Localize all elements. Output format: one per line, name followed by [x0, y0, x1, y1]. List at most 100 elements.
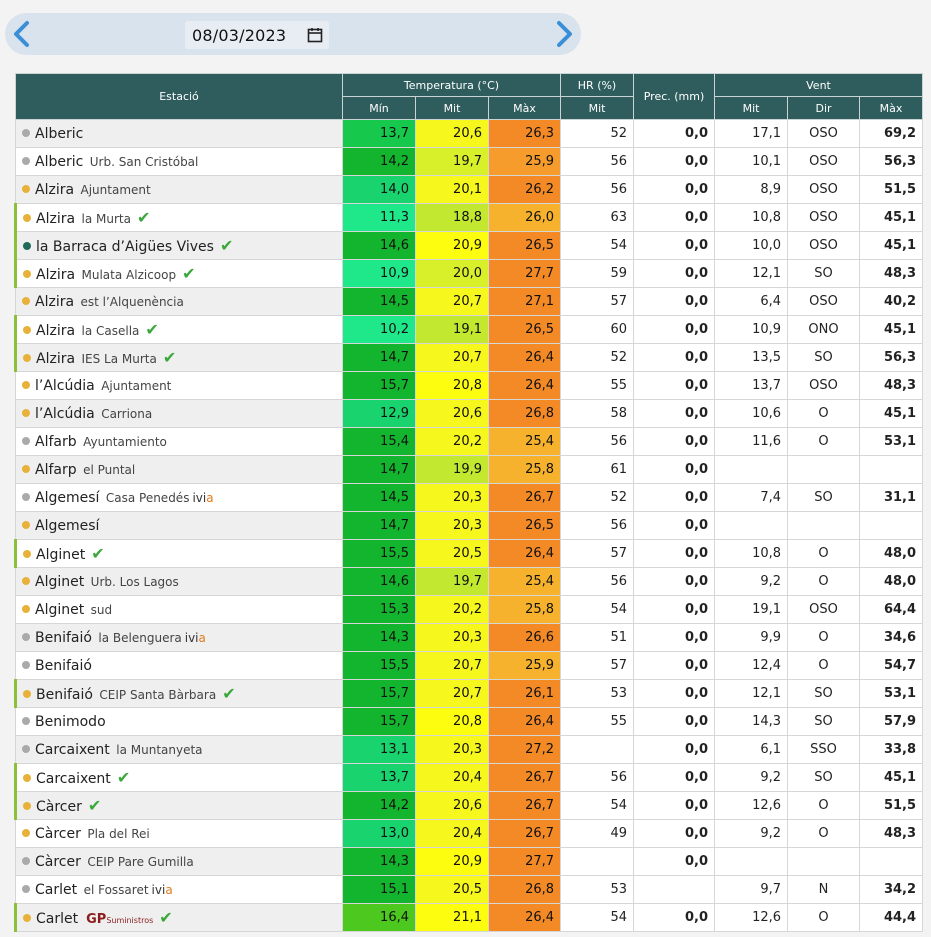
table-row[interactable]: Càrcer ✔ 14,2 20,6 26,7 54 0,0 12,6 O 51,5: [14, 791, 924, 820]
temp-mit-cell: 20,7: [415, 287, 489, 316]
table-row[interactable]: Alzira est l’Alquenència 14,5 20,7 27,1 57 0,…: [15, 287, 924, 316]
col-header-temp-mit[interactable]: Mit: [415, 96, 489, 120]
table-row[interactable]: l’Alcúdia Carriona 12,9 20,6 26,8 58 0,0 10,6 O…: [15, 399, 924, 428]
prec-cell: 0,0: [633, 399, 716, 428]
col-header-vent-mit[interactable]: Mit: [714, 96, 789, 120]
station-cell[interactable]: Benifaió la Belenguera ivia: [15, 623, 343, 652]
col-header-temp-max[interactable]: Màx: [487, 96, 562, 120]
station-cell[interactable]: Carcaixent ✔: [14, 763, 343, 792]
chevron-right-icon[interactable]: [549, 19, 579, 49]
hr-cell: [560, 735, 635, 764]
table-row[interactable]: l’Alcúdia Ajuntament 15,7 20,8 26,4 55 0,0 13,…: [15, 371, 924, 400]
wind-dir-cell: SO: [787, 259, 861, 288]
table-row[interactable]: Alginet ✔ 15,5 20,5 26,4 57 0,0 10,8 O 48,0: [14, 539, 924, 568]
table-row[interactable]: Alfarb Ayuntamiento 15,4 20,2 25,4 56 0,0 11,6…: [15, 427, 924, 456]
station-cell[interactable]: Alberic Urb. San Cristóbal: [15, 147, 343, 176]
col-header-vent-dir[interactable]: Dir: [787, 96, 861, 120]
station-cell[interactable]: Alzira Mulata Alzicoop ✔: [14, 259, 343, 288]
station-cell[interactable]: Càrcer Pla del Rei: [15, 819, 343, 848]
table-row[interactable]: Benifaió 15,5 20,7 25,9 57 0,0 12,4 O 54,7: [15, 651, 924, 680]
col-header-temp-min[interactable]: Mín: [342, 96, 416, 120]
station-cell[interactable]: Alzira IES La Murta ✔: [14, 343, 343, 372]
table-row[interactable]: Alzira Ajuntament 14,0 20,1 26,2 56 0,0 8,9 OSO…: [15, 175, 924, 204]
station-cell[interactable]: Carlet GPSuministros ✔: [14, 903, 343, 932]
station-cell[interactable]: Alzira est l’Alquenència: [15, 287, 343, 316]
temp-mit-cell: 20,3: [415, 623, 489, 652]
station-cell[interactable]: Alzira la Murta ✔: [14, 203, 343, 232]
table-row[interactable]: Alginet sud 15,3 20,2 25,8 54 0,0 19,1 OSO 64,4: [15, 595, 924, 624]
temp-max-cell: 26,5: [487, 231, 562, 260]
temp-mit-cell: 20,4: [415, 819, 489, 848]
station-cell[interactable]: Alginet Urb. Los Lagos: [15, 567, 343, 596]
calendar-icon[interactable]: [307, 27, 323, 47]
station-cell[interactable]: Carlet el Fossaret ivia: [15, 875, 343, 904]
table-row[interactable]: Carlet GPSuministros ✔ 16,4 21,1 26,4 54 0,0 12,…: [14, 903, 924, 932]
hr-cell: 56: [560, 427, 635, 456]
col-header-vent[interactable]: Vent: [714, 73, 924, 97]
table-row[interactable]: Benimodo 15,7 20,8 26,4 55 0,0 14,3 SO 57,9: [15, 707, 924, 736]
table-row[interactable]: Carlet el Fossaret ivia 15,1 20,5 26,8 53 9,7 N…: [15, 875, 924, 904]
station-cell[interactable]: Alginet sud: [15, 595, 343, 624]
temp-max-cell: 26,8: [487, 399, 562, 428]
temp-mit-cell: 20,9: [415, 847, 489, 876]
table-row[interactable]: Alzira la Murta ✔ 11,3 18,8 26,0 63 0,0 10,8 OSO…: [14, 203, 924, 232]
station-cell[interactable]: Algemesí: [15, 511, 343, 540]
table-row[interactable]: Alzira IES La Murta ✔ 14,7 20,7 26,4 52 0,0 13,…: [14, 343, 924, 372]
wind-mit-cell: 12,4: [714, 651, 789, 680]
table-row[interactable]: la Barraca d’Aigües Vives ✔ 14,6 20,9 26,5 54…: [14, 231, 924, 260]
station-cell[interactable]: l’Alcúdia Carriona: [15, 399, 343, 428]
table-row[interactable]: Algemesí 14,7 20,3 26,5 56 0,0: [15, 511, 924, 540]
station-name: Alginet: [35, 601, 85, 618]
col-header-prec[interactable]: Prec. (mm): [633, 73, 716, 120]
station-name: Benifaió: [35, 657, 92, 674]
date-input[interactable]: 08/03/2023: [185, 21, 329, 49]
wind-mit-cell: 12,1: [714, 259, 789, 288]
temp-max-cell: 26,5: [487, 315, 562, 344]
table-row[interactable]: Benifaió la Belenguera ivia 14,3 20,3 26,6 51…: [15, 623, 924, 652]
table-row[interactable]: Alberic Urb. San Cristóbal 14,2 19,7 25,9 56…: [15, 147, 924, 176]
wind-dir-cell: OSO: [787, 595, 861, 624]
col-header-hr[interactable]: HR (%): [560, 73, 635, 97]
table-row[interactable]: Benifaió CEIP Santa Bàrbara ✔ 15,7 20,7 26,1…: [14, 679, 924, 708]
station-cell[interactable]: Càrcer CEIP Pare Gumilla: [15, 847, 343, 876]
station-cell[interactable]: Càrcer ✔: [14, 791, 343, 820]
table-row[interactable]: Càrcer Pla del Rei 13,0 20,4 26,7 49 0,0 9,2 O 4…: [15, 819, 924, 848]
col-header-estacio[interactable]: Estació: [15, 73, 343, 120]
station-cell[interactable]: l’Alcúdia Ajuntament: [15, 371, 343, 400]
gp-logo: GP: [86, 912, 107, 927]
station-cell[interactable]: Alginet ✔: [14, 539, 343, 568]
station-cell[interactable]: Benifaió CEIP Santa Bàrbara ✔: [14, 679, 343, 708]
table-row[interactable]: Alzira Mulata Alzicoop ✔ 10,9 20,0 27,7 59 0,0…: [14, 259, 924, 288]
col-header-temperatura[interactable]: Temperatura (°C): [341, 73, 562, 97]
station-cell[interactable]: Alberic: [15, 119, 343, 148]
station-cell[interactable]: Alfarb Ayuntamiento: [15, 427, 343, 456]
temp-min-cell: 16,4: [342, 903, 416, 932]
table-row[interactable]: Alginet Urb. Los Lagos 14,6 19,7 25,4 56 0,0 9…: [15, 567, 924, 596]
station-cell[interactable]: Benimodo: [15, 707, 343, 736]
temp-max-cell: 26,4: [487, 371, 562, 400]
table-row[interactable]: Carcaixent la Muntanyeta 13,1 20,3 27,2 0,0 6…: [15, 735, 924, 764]
col-header-vent-max[interactable]: Màx: [859, 96, 924, 120]
table-row[interactable]: Alberic 13,7 20,6 26,3 52 0,0 17,1 OSO 69,2: [15, 119, 924, 148]
station-cell[interactable]: Alzira la Casella ✔: [14, 315, 343, 344]
station-cell[interactable]: Alfarp el Puntal: [15, 455, 343, 484]
hr-cell: 54: [560, 903, 635, 932]
table-row[interactable]: Carcaixent ✔ 13,7 20,4 26,7 56 0,0 9,2 SO 45,1: [14, 763, 924, 792]
prec-cell: 0,0: [633, 511, 716, 540]
station-subname: Urb. Los Lagos: [90, 574, 179, 589]
table-row[interactable]: Alzira la Casella ✔ 10,2 19,1 26,5 60 0,0 10,9 O…: [14, 315, 924, 344]
prec-cell: 0,0: [633, 119, 716, 148]
wind-max-cell: 48,0: [859, 539, 924, 568]
station-cell[interactable]: Algemesí Casa Penedés ivia: [15, 483, 343, 512]
station-cell[interactable]: la Barraca d’Aigües Vives ✔: [14, 231, 343, 260]
station-cell[interactable]: Carcaixent la Muntanyeta: [15, 735, 343, 764]
table-row[interactable]: Alfarp el Puntal 14,7 19,9 25,8 61 0,0: [15, 455, 924, 484]
prec-cell: 0,0: [633, 567, 716, 596]
station-cell[interactable]: Alzira Ajuntament: [15, 175, 343, 204]
hr-cell: 63: [560, 203, 635, 232]
col-header-hr-mit[interactable]: Mit: [560, 96, 635, 120]
station-cell[interactable]: Benifaió: [15, 651, 343, 680]
chevron-left-icon[interactable]: [7, 19, 37, 49]
table-row[interactable]: Càrcer CEIP Pare Gumilla 14,3 20,9 27,7 0,0: [15, 847, 924, 876]
table-row[interactable]: Algemesí Casa Penedés ivia 14,5 20,3 26,7 52 0…: [15, 483, 924, 512]
